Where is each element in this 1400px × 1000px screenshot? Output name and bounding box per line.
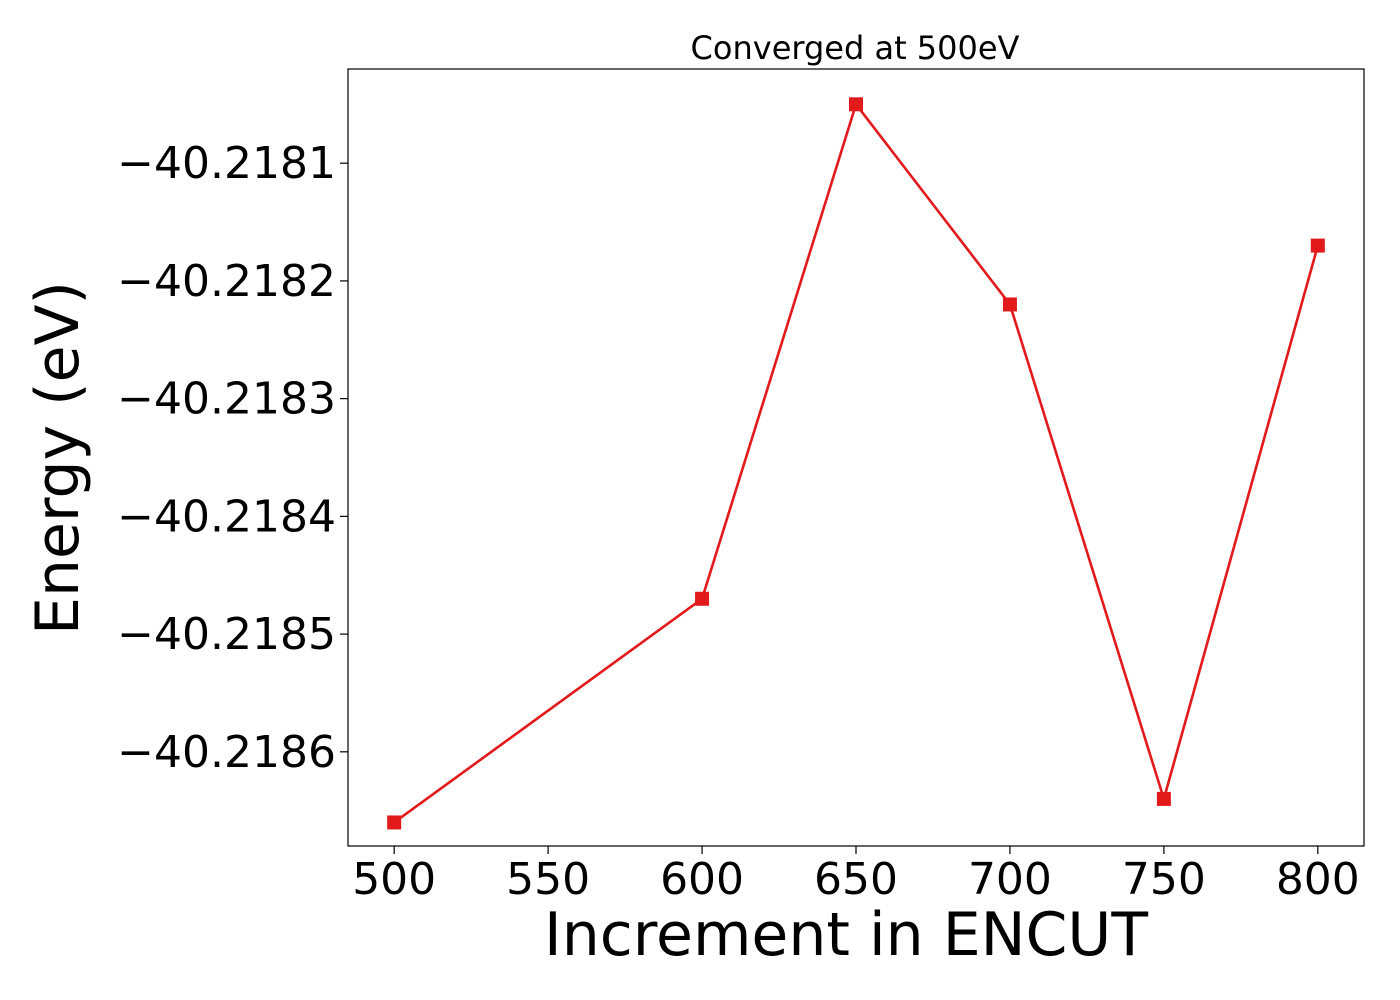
y-tick-label: −40.2183 [117,374,336,425]
x-tick-label: 700 [968,854,1052,905]
y-tick-label: −40.2185 [117,609,336,660]
x-axis-label: Increment in ENCUT [544,900,1148,970]
x-tick-label: 500 [352,854,436,905]
series-line [393,101,1320,824]
y-axis-label: Energy (eV) [23,281,93,635]
data-point-marker [695,591,710,606]
y-tick-label: −40.2186 [117,727,336,778]
data-point-marker [387,815,402,830]
x-tick-label: 650 [814,854,898,905]
series-layer [387,97,1325,830]
y-tick-label: −40.2182 [117,256,336,307]
y-tick-label: −40.2184 [117,491,336,542]
chart-title: Converged at 500eV [691,29,1020,67]
data-point-marker [849,97,863,112]
y-tick-label: −40.2181 [117,138,336,189]
x-axis-ticks: 500 550 600 650 700 750 800 [352,846,1360,905]
x-tick-label: 600 [660,854,744,905]
x-tick-label: 800 [1276,854,1360,905]
data-point-marker [1310,238,1325,253]
y-axis-ticks: −40.2181 −40.2182 −40.2183 −40.2184 −40.2185… [117,138,348,778]
x-tick-label: 550 [506,854,590,905]
data-point-marker [1002,297,1017,312]
data-point-marker [1156,791,1171,806]
x-tick-label: 750 [1122,854,1206,905]
plot-area-frame [347,68,1365,847]
